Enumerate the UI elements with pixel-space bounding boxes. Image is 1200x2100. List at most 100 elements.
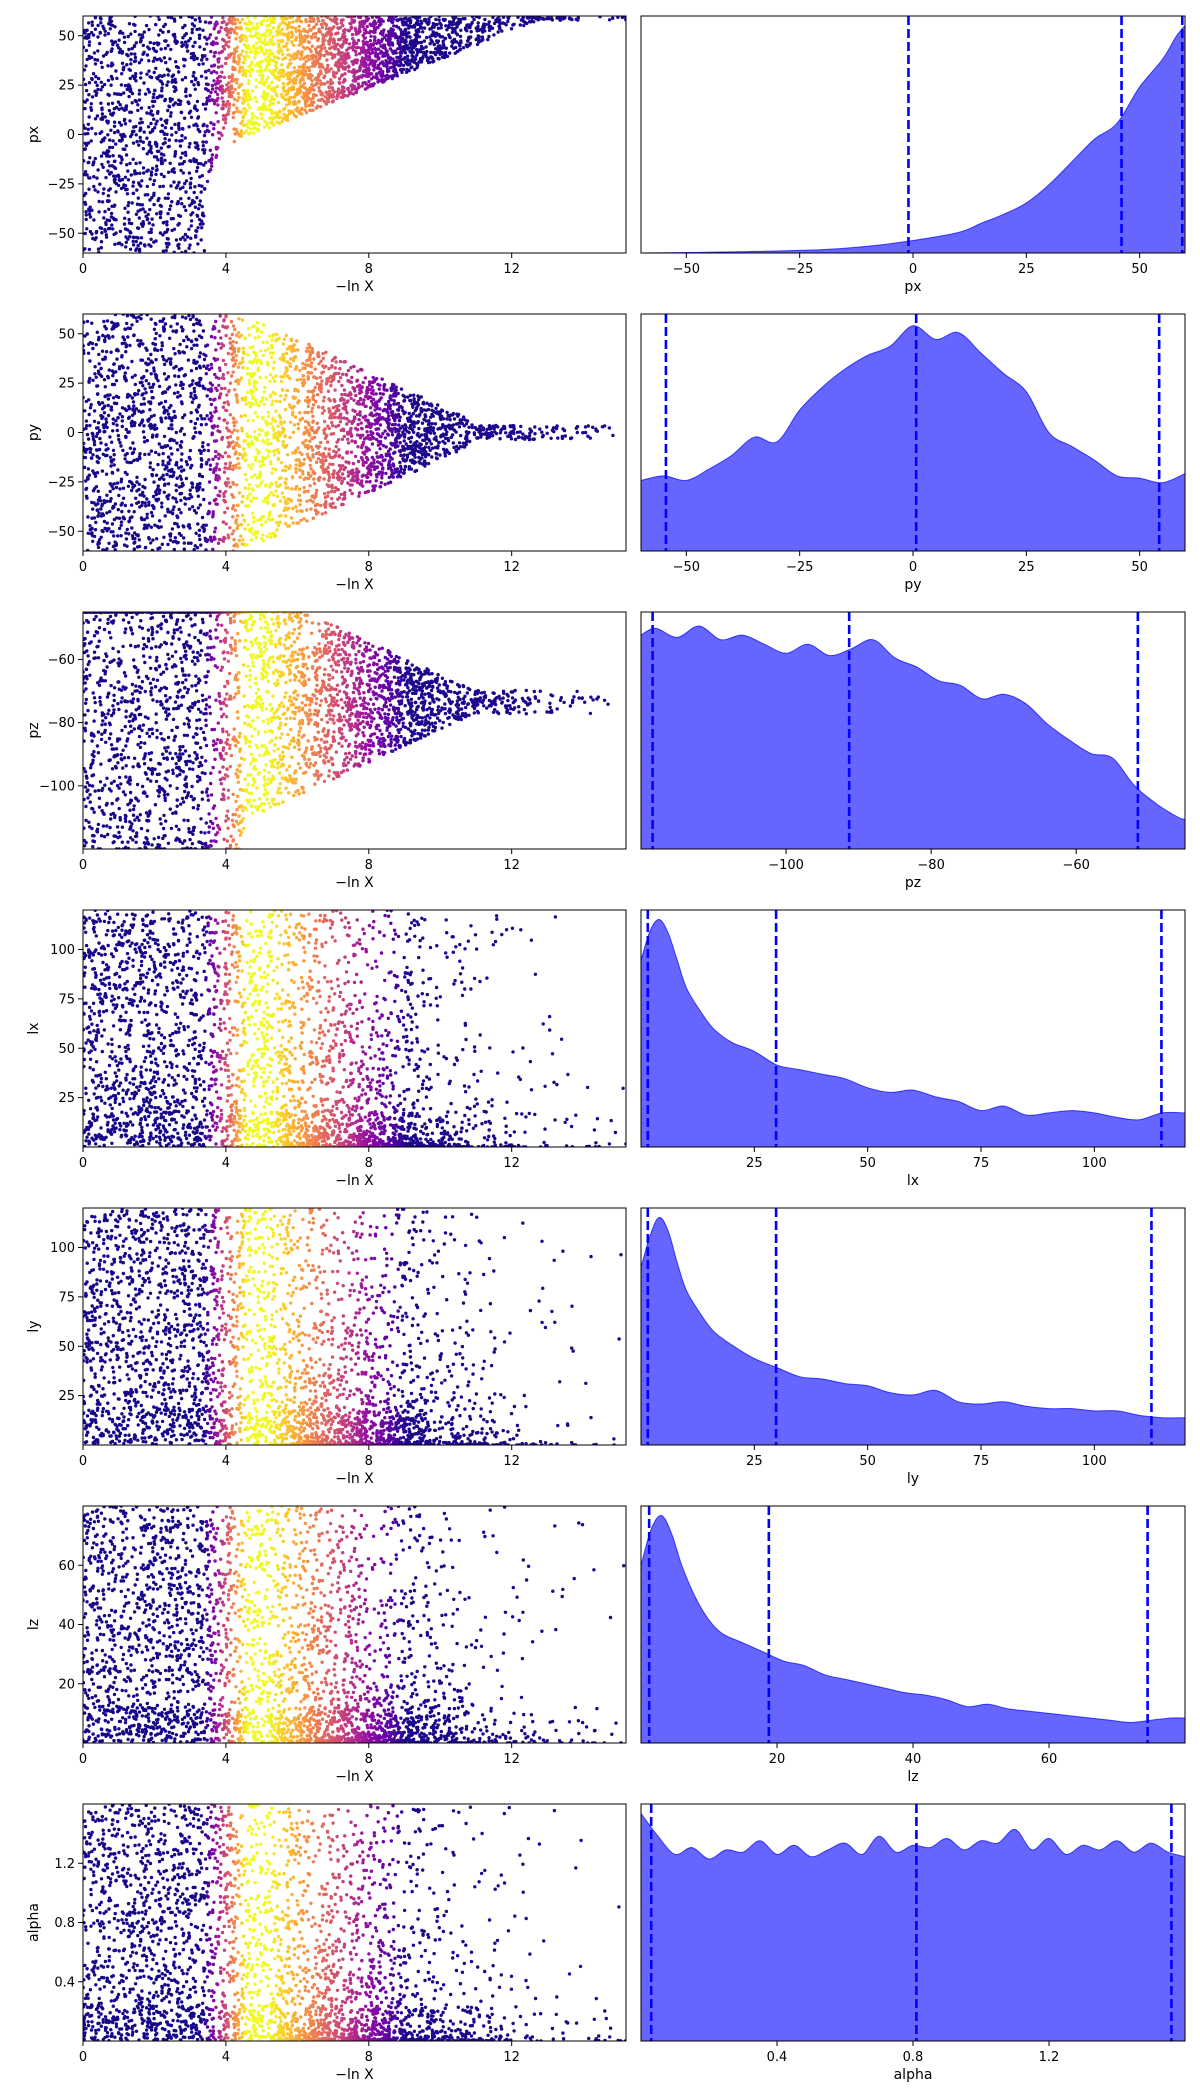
- scatter-point: [177, 70, 181, 74]
- scatter-point: [376, 26, 380, 30]
- scatter-point: [307, 57, 311, 62]
- scatter-point: [198, 481, 202, 486]
- scatter-point: [247, 46, 252, 51]
- scatter-point: [220, 106, 224, 111]
- scatter-point: [309, 19, 313, 24]
- scatter-point: [131, 239, 135, 244]
- scatter-point: [170, 228, 174, 233]
- scatter-point: [221, 358, 226, 363]
- scatter-point: [394, 385, 398, 389]
- scatter-point: [375, 41, 379, 45]
- scatter-point: [223, 114, 228, 118]
- scatter-point: [234, 127, 238, 131]
- scatter-point: [298, 503, 302, 507]
- scatter-point: [216, 424, 220, 428]
- scatter-point: [115, 43, 120, 47]
- scatter-point: [179, 110, 184, 115]
- scatter-point: [209, 402, 214, 407]
- scatter-point: [127, 407, 132, 411]
- scatter-point: [351, 92, 356, 96]
- scatter-point: [100, 65, 104, 70]
- x-axis-label: px: [904, 279, 921, 295]
- scatter-point: [311, 84, 315, 88]
- scatter-point: [232, 529, 236, 533]
- scatter-point: [148, 461, 153, 465]
- scatter-point: [414, 414, 419, 418]
- scatter-point: [303, 102, 308, 106]
- scatter-point: [425, 401, 429, 405]
- scatter-point: [251, 488, 255, 492]
- scatter-point: [212, 102, 217, 106]
- scatter-point: [97, 352, 101, 357]
- scatter-point: [206, 448, 211, 453]
- scatter-point: [93, 188, 97, 192]
- scatter-point: [290, 55, 295, 59]
- scatter-point: [323, 95, 328, 99]
- scatter-point: [338, 397, 343, 402]
- scatter-point: [139, 58, 144, 62]
- scatter-point: [226, 351, 230, 356]
- scatter-point: [95, 471, 100, 475]
- scatter-point: [271, 97, 275, 101]
- scatter-point: [404, 442, 408, 446]
- scatter-point: [236, 55, 241, 60]
- scatter-point: [443, 55, 447, 59]
- scatter-point: [341, 23, 345, 28]
- scatter-point: [210, 83, 215, 88]
- scatter-point: [159, 445, 163, 449]
- scatter-point: [204, 82, 209, 86]
- scatter-point: [86, 33, 91, 37]
- scatter-point: [232, 97, 237, 101]
- scatter-point: [165, 83, 169, 87]
- scatter-point: [138, 203, 142, 207]
- scatter-point: [279, 16, 284, 19]
- scatter-point: [464, 43, 469, 48]
- scatter-point: [281, 440, 285, 444]
- scatter-point: [368, 425, 372, 430]
- scatter-point: [379, 17, 383, 22]
- scatter-point: [318, 49, 323, 53]
- scatter-point: [91, 378, 95, 382]
- scatter-point: [143, 486, 147, 490]
- scatter-point: [238, 66, 242, 70]
- scatter-point: [216, 30, 221, 34]
- scatter-point: [335, 22, 339, 26]
- scatter-point: [250, 34, 255, 39]
- scatter-point: [387, 459, 392, 463]
- scatter-point: [166, 241, 171, 246]
- scatter-point: [310, 103, 315, 108]
- scatter-point: [280, 63, 284, 67]
- scatter-point: [306, 34, 310, 38]
- scatter-point: [311, 32, 316, 36]
- scatter-point: [470, 423, 474, 427]
- scatter-point: [145, 438, 149, 443]
- scatter-point: [120, 157, 124, 162]
- scatter-point: [120, 243, 124, 247]
- scatter-point: [465, 29, 469, 33]
- scatter-point: [248, 106, 252, 110]
- scatter-point: [141, 342, 145, 346]
- scatter-point: [85, 28, 89, 32]
- scatter-point: [226, 371, 230, 375]
- scatter-point: [192, 190, 196, 195]
- scatter-point: [106, 376, 111, 380]
- scatter-point: [113, 177, 117, 182]
- scatter-point: [173, 352, 177, 356]
- scatter-point: [235, 32, 239, 36]
- scatter-point: [525, 21, 529, 26]
- scatter-point: [398, 59, 403, 63]
- scatter-point: [373, 51, 378, 55]
- scatter-point: [455, 33, 460, 37]
- scatter-point: [83, 126, 87, 130]
- scatter-point: [283, 56, 287, 60]
- scatter-point: [250, 21, 254, 26]
- scatter-point: [251, 68, 255, 72]
- scatter-point: [422, 39, 426, 43]
- scatter-point: [247, 132, 251, 136]
- scatter-point: [431, 21, 435, 26]
- scatter-point: [396, 63, 401, 68]
- scatter-point: [227, 102, 232, 106]
- scatter-point: [186, 541, 191, 545]
- scatter-point: [108, 138, 112, 142]
- scatter-point: [518, 430, 522, 434]
